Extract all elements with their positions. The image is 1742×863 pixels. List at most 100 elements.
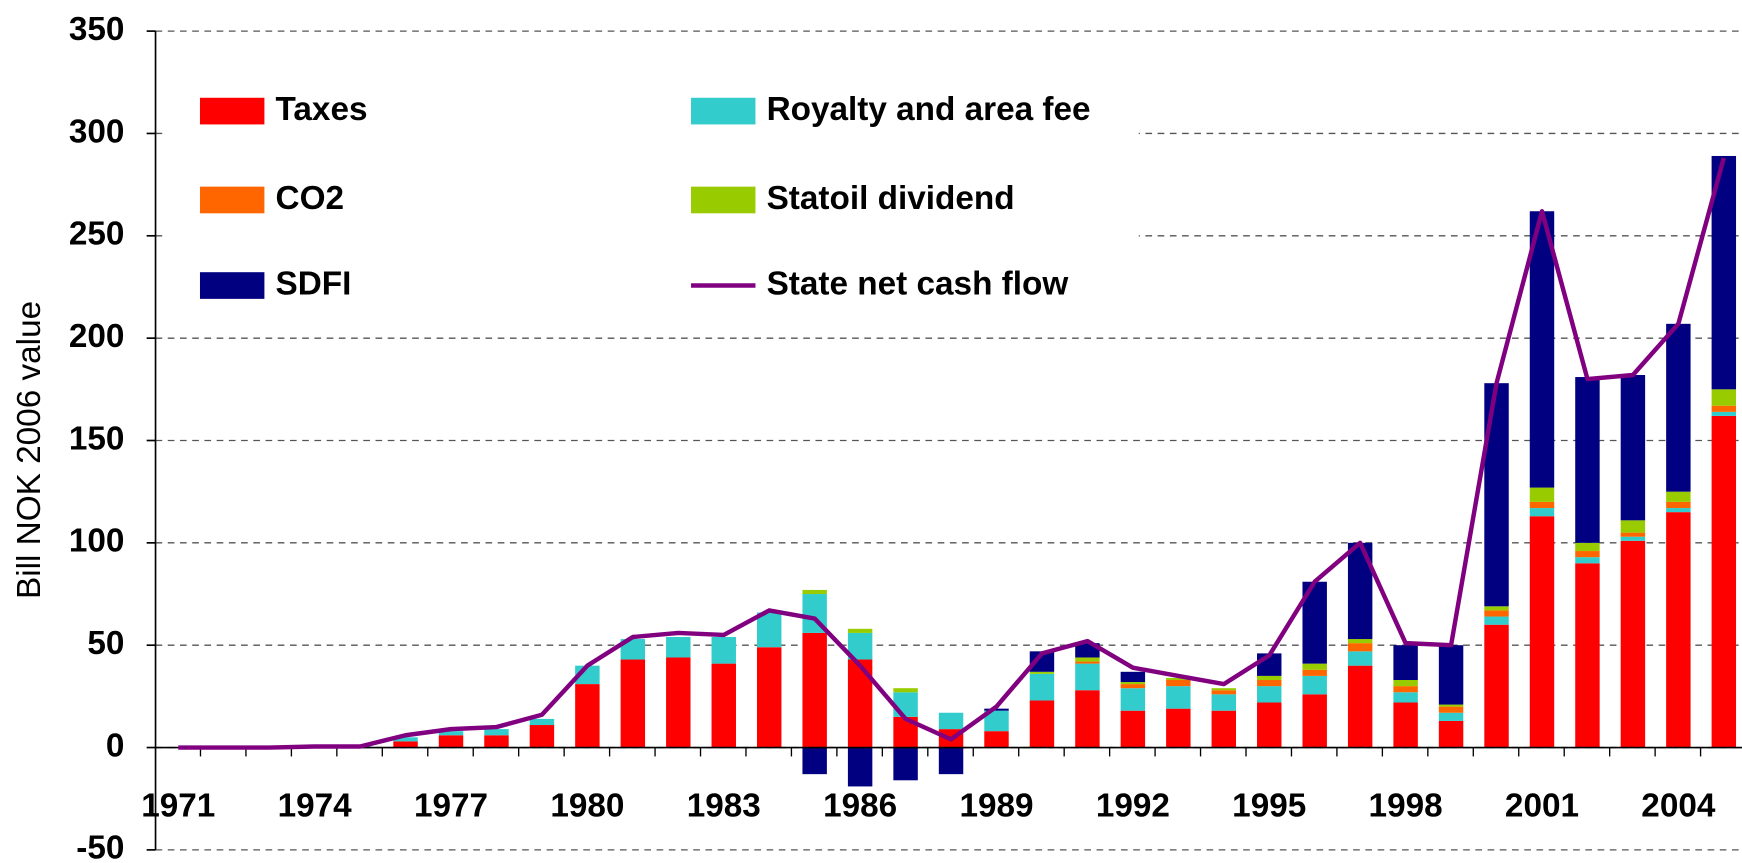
- bar-segment: [984, 710, 1009, 732]
- x-tick-label: 1995: [1232, 787, 1306, 824]
- bar-segment: [1484, 616, 1509, 625]
- y-axis-label: Bill NOK 2006 value: [11, 301, 48, 599]
- bar-segment: [1575, 557, 1600, 564]
- legend-swatch: [199, 97, 265, 125]
- bar-segment: [1666, 512, 1691, 748]
- bar-segment: [1029, 671, 1055, 674]
- bar-segment: [484, 729, 509, 736]
- bar-segment: [1575, 377, 1600, 543]
- legend-label: Taxes: [276, 91, 368, 128]
- bar-segment: [484, 735, 509, 748]
- bar-segment: [893, 688, 918, 693]
- bar-segment: [529, 718, 555, 726]
- bar-segment: [1711, 411, 1737, 416]
- bar-segment: [1666, 501, 1691, 509]
- bar-segment: [1120, 710, 1146, 748]
- bar-segment: [666, 637, 691, 658]
- bar-segment: [802, 632, 827, 748]
- x-tick-label: 1989: [959, 787, 1033, 824]
- bar-segment: [1166, 686, 1191, 709]
- x-tick-label: 1986: [823, 787, 897, 824]
- bar-segment: [575, 684, 600, 748]
- bar-segment: [1393, 686, 1418, 693]
- legend-label: State net cash flow: [767, 265, 1069, 302]
- bar-segment: [893, 747, 918, 781]
- bar-segment: [1620, 374, 1646, 521]
- y-tick-label: 150: [69, 420, 125, 457]
- bar-segment: [1438, 645, 1464, 705]
- bar-segment: [1120, 684, 1146, 689]
- bar-segment: [1347, 651, 1373, 666]
- legend-label: SDFI: [276, 265, 352, 302]
- bar-segment: [938, 747, 964, 775]
- legend-label: CO2: [276, 180, 345, 217]
- bar-segment: [666, 657, 691, 748]
- bar-segment: [847, 747, 873, 787]
- bar-segment: [1620, 520, 1646, 533]
- bar-segment: [1166, 677, 1191, 680]
- bar-segment: [1393, 679, 1418, 687]
- bar-segment: [1438, 720, 1464, 748]
- y-tick-label: 100: [69, 523, 125, 560]
- bar-segment: [1711, 405, 1737, 412]
- bar-segment: [1347, 665, 1373, 748]
- x-tick-label: 2004: [1641, 787, 1716, 824]
- bar-segment: [1666, 491, 1691, 502]
- bar-segment: [802, 747, 827, 775]
- bar-segment: [1484, 606, 1509, 611]
- bar-segment: [1120, 671, 1146, 683]
- bar-segment: [1347, 639, 1373, 644]
- legend-background: [166, 68, 1139, 325]
- bar-segment: [1029, 673, 1055, 701]
- x-tick-label: 1983: [687, 787, 761, 824]
- line: [178, 157, 1726, 750]
- bar-segment: [1484, 383, 1509, 607]
- bar-segment: [1211, 694, 1237, 711]
- bar-segment: [1438, 706, 1464, 713]
- bar-segment: [756, 612, 782, 648]
- bar-segment: [1120, 688, 1146, 711]
- bar-segment: [711, 637, 736, 664]
- x-tick-label: 1974: [278, 787, 353, 824]
- bar-segment: [620, 639, 646, 660]
- bar-segment: [1075, 661, 1100, 664]
- x-tick-label: 1980: [550, 787, 624, 824]
- legend-label: Statoil dividend: [767, 180, 1015, 217]
- bar-segment: [1529, 516, 1555, 748]
- bar-segment: [1029, 651, 1055, 672]
- bar-segment: [1438, 712, 1464, 721]
- bar-segment: [1666, 323, 1691, 492]
- bar-segment: [893, 692, 918, 717]
- bar-segment: [393, 737, 418, 742]
- legend-swatch: [691, 97, 756, 125]
- x-tick-label: 1971: [141, 787, 215, 824]
- bar-segment: [620, 659, 646, 748]
- bar-segment: [1211, 688, 1237, 691]
- x-tick-label: 1977: [414, 787, 488, 824]
- y-tick-label: 200: [69, 318, 125, 355]
- bar-segment: [438, 731, 464, 736]
- bar-segment: [1257, 702, 1282, 748]
- bar-segment: [1393, 645, 1418, 680]
- bar-segment: [1666, 508, 1691, 513]
- bar-segment: [1484, 624, 1509, 748]
- bar-segment: [1075, 690, 1100, 748]
- bar-segment: [1302, 675, 1327, 695]
- bar-segment: [984, 731, 1009, 748]
- bar-segment: [1393, 702, 1418, 748]
- bar-segment: [1575, 551, 1600, 558]
- bar-segment: [1575, 563, 1600, 748]
- legend-swatch: [199, 186, 265, 214]
- y-tick-label: 0: [106, 727, 125, 764]
- bar-segment: [1620, 532, 1646, 537]
- legend-swatch: [199, 272, 265, 299]
- x-tick-label: 1992: [1096, 787, 1170, 824]
- y-tick-label: 350: [69, 11, 125, 48]
- bar-segment: [1711, 389, 1737, 406]
- y-tick-label: 250: [69, 216, 125, 253]
- legend-swatch: [691, 186, 756, 214]
- bar-segment: [756, 647, 782, 748]
- bar-segment: [1347, 643, 1373, 652]
- x-tick-label: 1998: [1369, 787, 1443, 824]
